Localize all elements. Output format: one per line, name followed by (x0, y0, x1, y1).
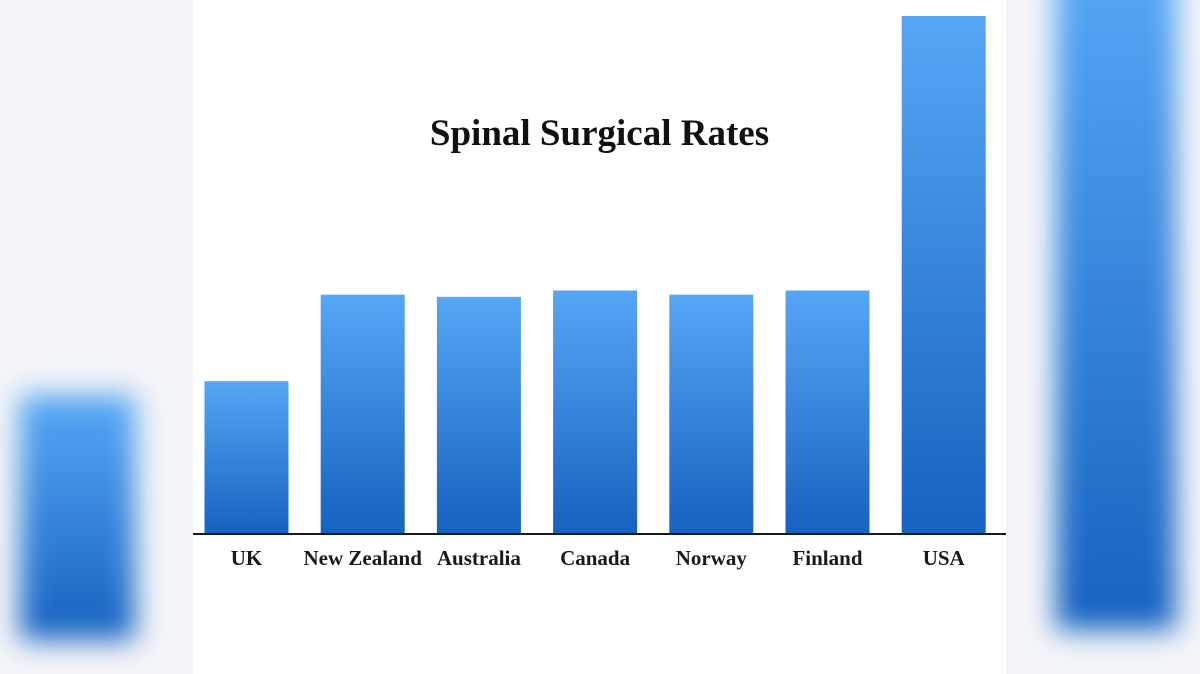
blurred-bar-right (1056, 0, 1176, 630)
x-tick-label-canada: Canada (560, 546, 631, 570)
x-tick-label-australia: Australia (437, 546, 522, 570)
bar-australia (436, 296, 521, 534)
bar-usa (901, 16, 986, 534)
chart-title: Spinal Surgical Rates (429, 113, 770, 154)
blurred-bar-left (20, 395, 135, 640)
x-tick-label-finland: Finland (792, 546, 862, 570)
x-tick-label-uk: UK (231, 546, 263, 570)
x-tick-label-new-zealand: New Zealand (303, 546, 422, 570)
bar-chart: UK New Zealand Australia Canada Norway Finlan… (193, 16, 1006, 570)
bar-finland (785, 290, 870, 534)
bar-canada (553, 290, 638, 534)
blurred-backdrop-right (1006, 0, 1200, 674)
x-tick-labels: UK New Zealand Australia Canada Norway Finlan… (231, 546, 966, 570)
x-tick-label-norway: Norway (676, 546, 748, 570)
bar-new-zealand (320, 294, 405, 534)
chart-card: Spinal Surgical Rates UK New Zealand Austr… (193, 0, 1006, 674)
bars-group (204, 16, 986, 534)
bar-uk (204, 381, 289, 534)
x-tick-label-usa: USA (923, 546, 966, 570)
blurred-backdrop-left (0, 0, 193, 674)
bar-norway (669, 294, 754, 534)
